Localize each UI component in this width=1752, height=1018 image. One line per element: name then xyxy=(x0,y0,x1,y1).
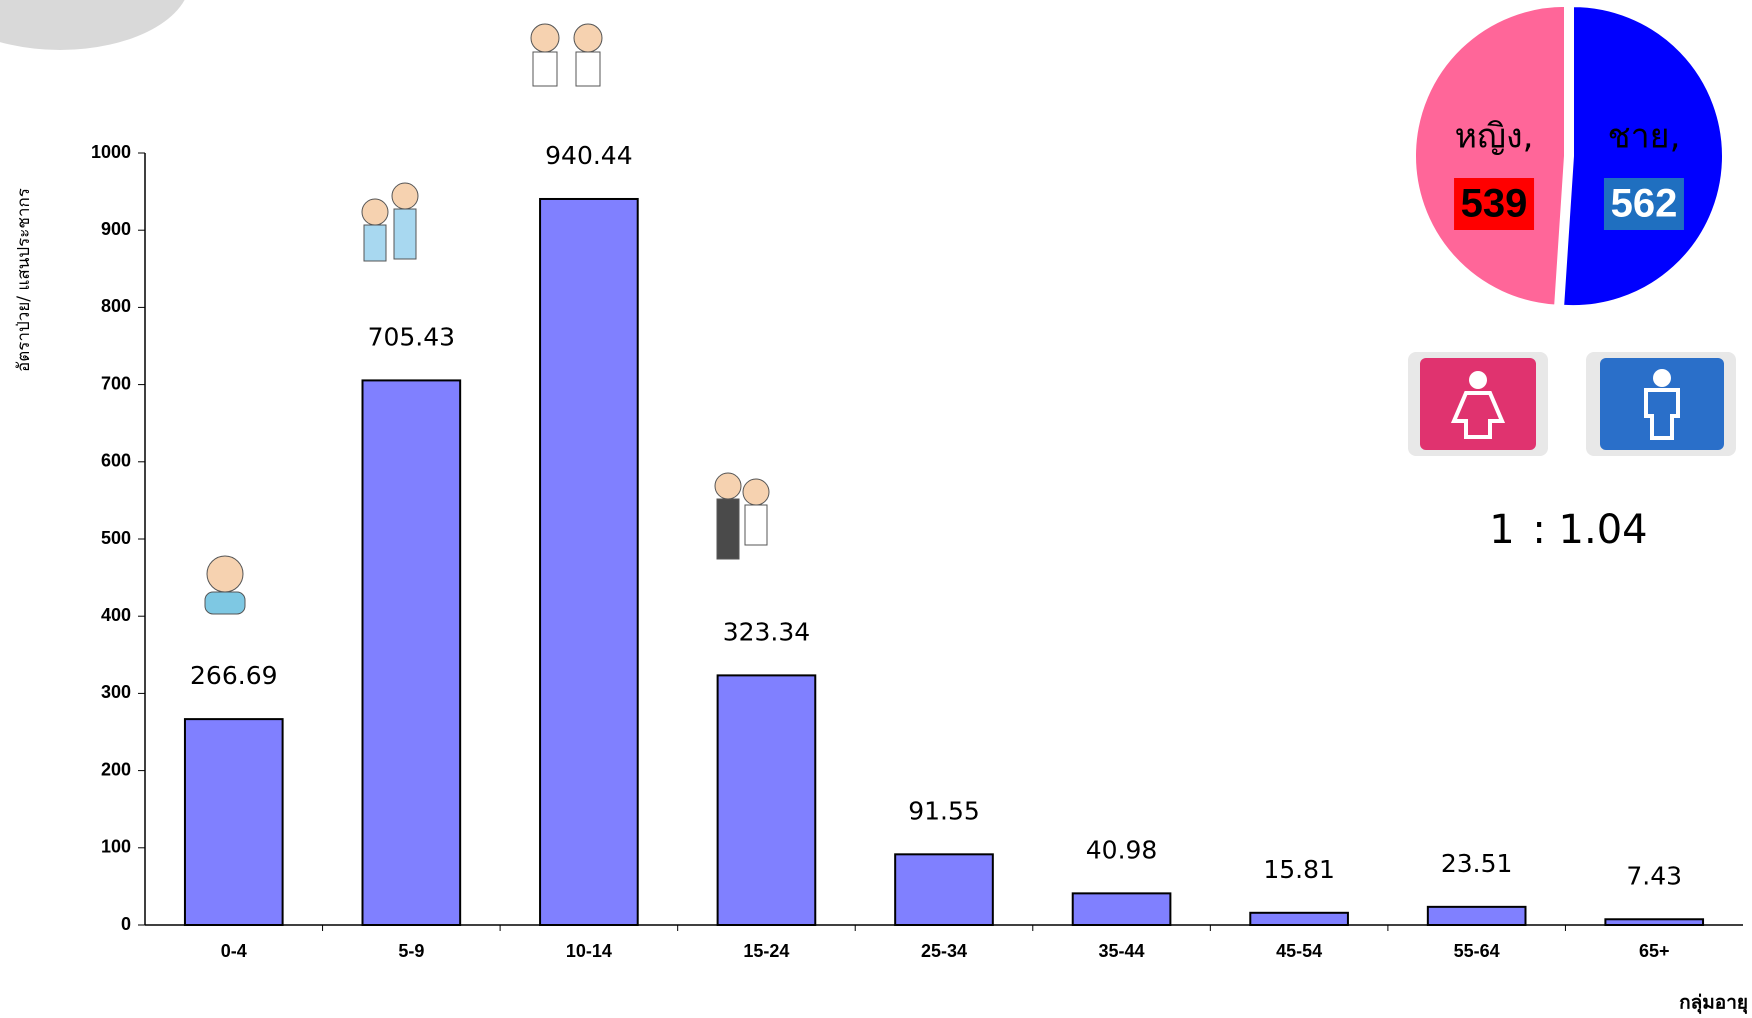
corner-decoration xyxy=(0,0,185,50)
ratio-left: 1 xyxy=(1489,507,1514,553)
x-tick-label: 65+ xyxy=(1639,941,1670,961)
x-tick-label: 55-64 xyxy=(1454,941,1500,961)
bar xyxy=(1249,911,1349,926)
y-axis-label: อัตราป่วย/ แสนประชากร xyxy=(14,188,34,372)
gender-icons xyxy=(1408,352,1736,456)
value-label: 705.43 xyxy=(368,322,455,351)
value-label: 323.34 xyxy=(723,617,810,646)
value-label: 15.81 xyxy=(1263,855,1335,884)
y-tick-label: 100 xyxy=(101,837,131,857)
y-tick-label: 300 xyxy=(101,682,131,702)
pie-slice xyxy=(1562,5,1724,308)
y-tick-label: 200 xyxy=(101,759,131,779)
y-tick-label: 800 xyxy=(101,296,131,316)
slice-value: 539 xyxy=(1461,182,1528,226)
bar xyxy=(361,379,462,927)
bar xyxy=(1071,892,1172,927)
bar xyxy=(539,197,639,926)
x-tick-label: 10-14 xyxy=(566,941,612,961)
y-tick-label: 1000 xyxy=(91,142,131,162)
value-box xyxy=(1603,178,1684,230)
pie-slice xyxy=(1414,4,1566,307)
x-tick-label: 0-4 xyxy=(221,941,247,961)
value-box xyxy=(1454,178,1535,230)
slice-name: หญิง, xyxy=(1455,117,1534,157)
x-axis-label: กลุ่มอายุ xyxy=(1679,992,1748,1015)
ratio-right: : 1.04 xyxy=(1532,507,1647,553)
value-label: 940.44 xyxy=(545,141,632,170)
x-tick-label: 25-34 xyxy=(921,941,967,961)
bar xyxy=(183,718,284,926)
value-label: 23.51 xyxy=(1441,849,1513,878)
slice-value: 562 xyxy=(1611,182,1678,226)
y-tick-label: 900 xyxy=(101,219,131,239)
y-tick-label: 700 xyxy=(101,373,131,393)
y-tick-label: 400 xyxy=(101,605,131,625)
bar xyxy=(894,853,994,927)
x-tick-label: 35-44 xyxy=(1099,941,1145,961)
value-label: 40.98 xyxy=(1086,835,1158,864)
y-tick-label: 600 xyxy=(101,451,131,471)
value-label: 266.69 xyxy=(190,661,277,690)
y-tick-label: 0 xyxy=(121,914,131,934)
x-tick-label: 5-9 xyxy=(398,941,424,961)
bar xyxy=(1426,905,1527,926)
bar xyxy=(1604,918,1705,926)
child-icons xyxy=(204,23,770,615)
x-tick-label: 45-54 xyxy=(1276,941,1322,961)
x-tick-label: 15-24 xyxy=(743,941,789,961)
slice-name: ชาย, xyxy=(1608,117,1681,157)
value-label: 7.43 xyxy=(1626,861,1682,890)
y-tick-label: 500 xyxy=(101,528,131,548)
bar xyxy=(716,674,817,927)
value-label: 91.55 xyxy=(908,796,980,825)
